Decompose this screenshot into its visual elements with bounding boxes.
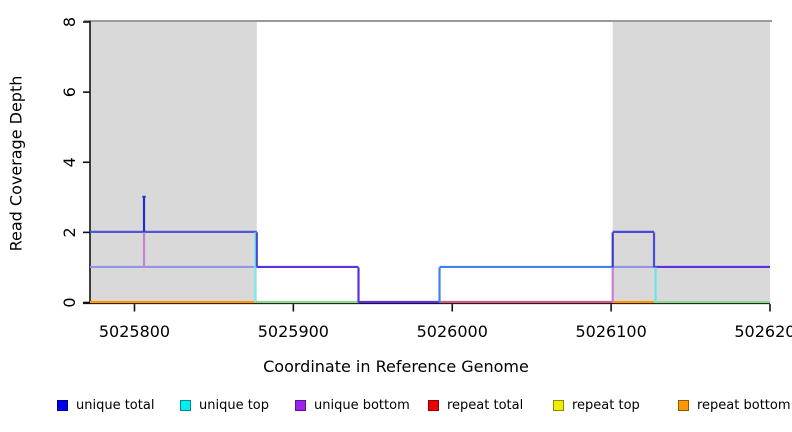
- x-tick-label: 5026000: [417, 322, 488, 341]
- y-tick-label: 0: [60, 297, 79, 307]
- x-axis-title: Coordinate in Reference Genome: [263, 357, 529, 376]
- y-axis-title: Read Coverage Depth: [6, 75, 26, 252]
- legend-item-repeat-top: repeat top: [553, 397, 640, 413]
- legend-swatch-icon: [553, 399, 564, 411]
- legend-item-unique-bottom: unique bottom: [295, 397, 410, 413]
- chart-legend: unique total unique top unique bottom repea…: [0, 397, 792, 417]
- y-tick-label: 6: [60, 87, 79, 97]
- repeat-region-left: [90, 22, 257, 303]
- legend-swatch-icon: [428, 399, 439, 411]
- y-tick-label: 8: [60, 17, 79, 27]
- legend-item-repeat-total: repeat total: [428, 397, 523, 413]
- legend-label: repeat top: [572, 397, 640, 413]
- legend-item-repeat-bottom: repeat bottom: [678, 397, 791, 413]
- legend-swatch-icon: [295, 399, 306, 411]
- legend-item-unique-total: unique total: [57, 397, 154, 413]
- legend-item-unique-top: unique top: [180, 397, 269, 413]
- y-tick-label: 2: [60, 227, 79, 237]
- legend-label: unique bottom: [314, 397, 410, 413]
- x-tick-label: 5025800: [99, 322, 170, 341]
- legend-label: unique total: [76, 397, 155, 413]
- legend-swatch-icon: [180, 399, 191, 411]
- legend-swatch-icon: [678, 399, 689, 411]
- y-tick-label: 4: [60, 157, 79, 167]
- legend-label: repeat bottom: [697, 397, 791, 413]
- x-tick-label: 5025900: [258, 322, 329, 341]
- x-tick-label: 5026200: [734, 322, 792, 341]
- legend-label: repeat total: [447, 397, 524, 413]
- repeat-region-right: [612, 22, 770, 303]
- legend-swatch-icon: [57, 399, 68, 411]
- legend-label: unique top: [199, 397, 270, 413]
- x-tick-label: 5026100: [575, 322, 646, 341]
